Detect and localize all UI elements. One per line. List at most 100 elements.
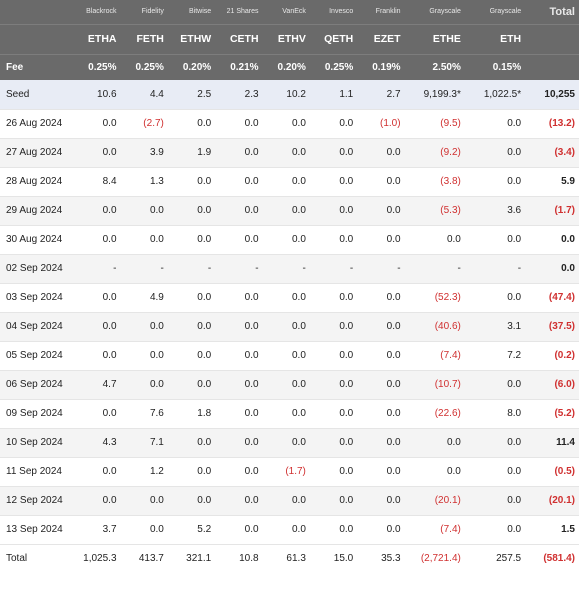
cell: - xyxy=(310,254,357,283)
cell: 0.0 xyxy=(215,283,262,312)
cell: 0.0 xyxy=(310,283,357,312)
cell: 0.0 xyxy=(465,167,525,196)
cell: 0.0 xyxy=(215,138,262,167)
fee-header: Fee xyxy=(0,54,73,80)
issuer-header: Total xyxy=(525,0,579,24)
cell: (37.5) xyxy=(525,312,579,341)
ticker-header: ETHE xyxy=(405,24,465,54)
cell: 0.0 xyxy=(263,428,310,457)
cell: 10.2 xyxy=(263,80,310,109)
cell: 0.0 xyxy=(215,486,262,515)
cell: 4.9 xyxy=(121,283,168,312)
ticker-header: ETH xyxy=(465,24,525,54)
cell: 0.0 xyxy=(168,341,215,370)
cell: (2,721.4) xyxy=(405,544,465,573)
table-row: 03 Sep 20240.04.90.00.00.00.00.0(52.3)0.… xyxy=(0,283,579,312)
fee-header: 0.25% xyxy=(73,54,120,80)
row-label: Seed xyxy=(0,80,73,109)
cell: 0.0 xyxy=(168,225,215,254)
table-row: 11 Sep 20240.01.20.00.0(1.7)0.00.00.00.0… xyxy=(0,457,579,486)
cell: (52.3) xyxy=(405,283,465,312)
cell: 4.7 xyxy=(73,370,120,399)
fee-header: 2.50% xyxy=(405,54,465,80)
cell: 0.0 xyxy=(263,486,310,515)
cell: 0.0 xyxy=(263,167,310,196)
row-label: 04 Sep 2024 xyxy=(0,312,73,341)
cell: - xyxy=(263,254,310,283)
cell: 0.0 xyxy=(357,370,404,399)
table-row: 28 Aug 20248.41.30.00.00.00.00.0(3.8)0.0… xyxy=(0,167,579,196)
cell: 0.0 xyxy=(215,225,262,254)
issuer-header: Invesco xyxy=(310,0,357,24)
issuer-header: 21 Shares xyxy=(215,0,262,24)
cell: 0.0 xyxy=(465,515,525,544)
cell: 0.0 xyxy=(357,283,404,312)
cell: (1.7) xyxy=(525,196,579,225)
cell: 4.4 xyxy=(121,80,168,109)
cell: 0.0 xyxy=(73,225,120,254)
issuer-header: Grayscale xyxy=(405,0,465,24)
table-row: Seed10.64.42.52.310.21.12.79,199.3*1,022… xyxy=(0,80,579,109)
table-body: Seed10.64.42.52.310.21.12.79,199.3*1,022… xyxy=(0,80,579,573)
cell: 1.3 xyxy=(121,167,168,196)
cell: 0.0 xyxy=(357,312,404,341)
cell: 1.9 xyxy=(168,138,215,167)
cell: 15.0 xyxy=(310,544,357,573)
cell: 0.0 xyxy=(215,109,262,138)
cell: 0.0 xyxy=(310,196,357,225)
table-row: 10 Sep 20244.37.10.00.00.00.00.00.00.011… xyxy=(0,428,579,457)
cell: (40.6) xyxy=(405,312,465,341)
ticker-header: CETH xyxy=(215,24,262,54)
cell: 0.0 xyxy=(357,341,404,370)
cell: 0.0 xyxy=(121,312,168,341)
row-label: 12 Sep 2024 xyxy=(0,486,73,515)
ticker-header: ETHW xyxy=(168,24,215,54)
cell: 0.0 xyxy=(215,167,262,196)
cell: 0.0 xyxy=(263,312,310,341)
cell: 4.3 xyxy=(73,428,120,457)
cell: (5.2) xyxy=(525,399,579,428)
cell: 0.0 xyxy=(263,138,310,167)
cell: 0.0 xyxy=(73,283,120,312)
cell: 7.2 xyxy=(465,341,525,370)
cell: 0.0 xyxy=(465,225,525,254)
cell: 35.3 xyxy=(357,544,404,573)
cell: 413.7 xyxy=(121,544,168,573)
cell: 0.0 xyxy=(215,370,262,399)
cell: 321.1 xyxy=(168,544,215,573)
fee-header xyxy=(525,54,579,80)
cell: 0.0 xyxy=(263,341,310,370)
cell: (9.2) xyxy=(405,138,465,167)
fee-header: 0.25% xyxy=(121,54,168,80)
cell: 0.0 xyxy=(73,312,120,341)
cell: 1.2 xyxy=(121,457,168,486)
row-label: 05 Sep 2024 xyxy=(0,341,73,370)
table-row: Total1,025.3413.7321.110.861.315.035.3(2… xyxy=(0,544,579,573)
row-label: Total xyxy=(0,544,73,573)
cell: (0.5) xyxy=(525,457,579,486)
cell: 0.0 xyxy=(357,167,404,196)
cell: 0.0 xyxy=(310,312,357,341)
cell: 0.0 xyxy=(168,196,215,225)
cell: 0.0 xyxy=(263,370,310,399)
cell: 0.0 xyxy=(215,428,262,457)
cell: 0.0 xyxy=(405,457,465,486)
cell: 0.0 xyxy=(168,370,215,399)
cell: 0.0 xyxy=(121,196,168,225)
cell: 0.0 xyxy=(215,312,262,341)
cell: 0.0 xyxy=(310,399,357,428)
ticker-header xyxy=(0,24,73,54)
cell: 5.9 xyxy=(525,167,579,196)
fee-header: 0.25% xyxy=(310,54,357,80)
cell: - xyxy=(215,254,262,283)
row-label: 09 Sep 2024 xyxy=(0,399,73,428)
issuer-header: Fidelity xyxy=(121,0,168,24)
issuer-header: Bitwise xyxy=(168,0,215,24)
cell: 0.0 xyxy=(357,457,404,486)
row-label: 11 Sep 2024 xyxy=(0,457,73,486)
cell: 0.0 xyxy=(263,196,310,225)
cell: 0.0 xyxy=(310,370,357,399)
cell: 0.0 xyxy=(465,283,525,312)
cell: 3.6 xyxy=(465,196,525,225)
cell: 0.0 xyxy=(168,167,215,196)
